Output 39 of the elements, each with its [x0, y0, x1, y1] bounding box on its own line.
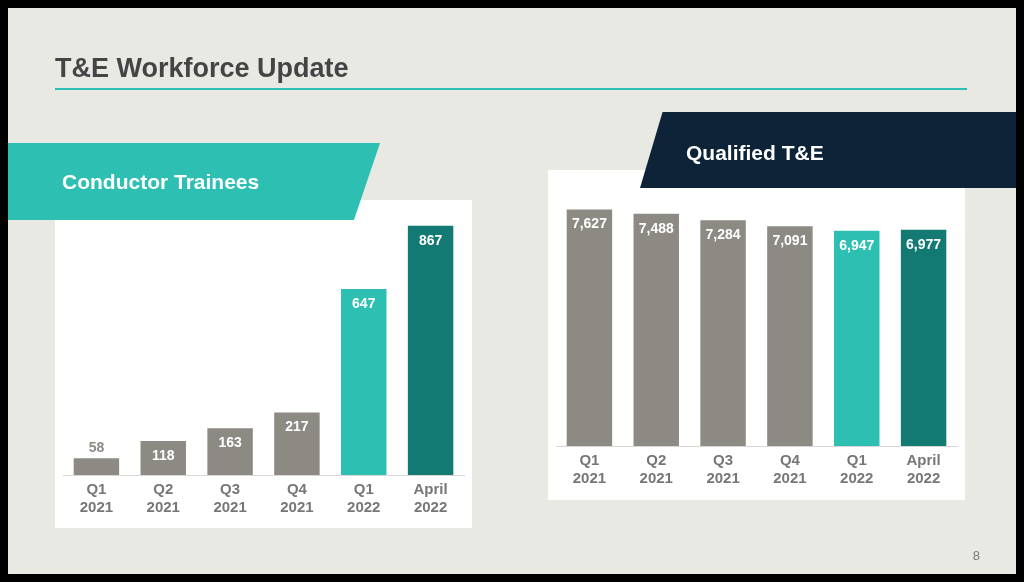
text: T&E Workforce Update	[55, 53, 349, 84]
x-tick-label: Q4 2021	[280, 480, 314, 516]
bar	[566, 209, 613, 446]
x-tick-label: Q1 2021	[572, 451, 607, 487]
data-label: 867	[418, 231, 443, 248]
bar	[900, 229, 947, 446]
bar	[274, 412, 320, 475]
bar	[767, 226, 813, 446]
data-label: 217	[285, 418, 309, 435]
bar	[407, 225, 454, 475]
x-tick-label: Q3 2021	[706, 451, 740, 487]
chart-title: Qualified T&E	[640, 112, 1016, 188]
bar	[700, 220, 746, 446]
data-label: 118	[151, 446, 175, 463]
text: 8	[972, 548, 980, 563]
bar	[341, 288, 387, 475]
data-label: 7,488	[638, 219, 674, 236]
x-tick-label: Q1 2021	[79, 480, 114, 516]
data-label: 58	[88, 439, 105, 456]
bar	[834, 230, 880, 446]
bar	[73, 458, 120, 475]
data-label: 7,627	[571, 215, 608, 232]
data-label: 647	[352, 294, 376, 311]
x-tick-label: Q4 2021	[773, 451, 807, 487]
x-tick-label: Q1 2022	[840, 451, 874, 487]
data-label: 6,947	[839, 236, 875, 253]
x-tick-label: April 2022	[906, 451, 941, 487]
data-label: 163	[218, 434, 242, 450]
x-tick-label: Q1 2022	[347, 480, 381, 516]
data-label: 7,284	[705, 226, 741, 243]
data-label: 6,977	[906, 235, 942, 252]
x-tick-label: April 2022	[413, 480, 448, 516]
x-tick-label: Q2 2021	[639, 451, 673, 487]
data-label: 7,091	[772, 232, 808, 249]
x-tick-label: Q2 2021	[146, 480, 180, 516]
bar	[207, 428, 253, 475]
x-tick-label: Q3 2021	[213, 480, 247, 516]
bar	[633, 213, 679, 446]
chart-title: Conductor Trainees	[8, 143, 380, 220]
